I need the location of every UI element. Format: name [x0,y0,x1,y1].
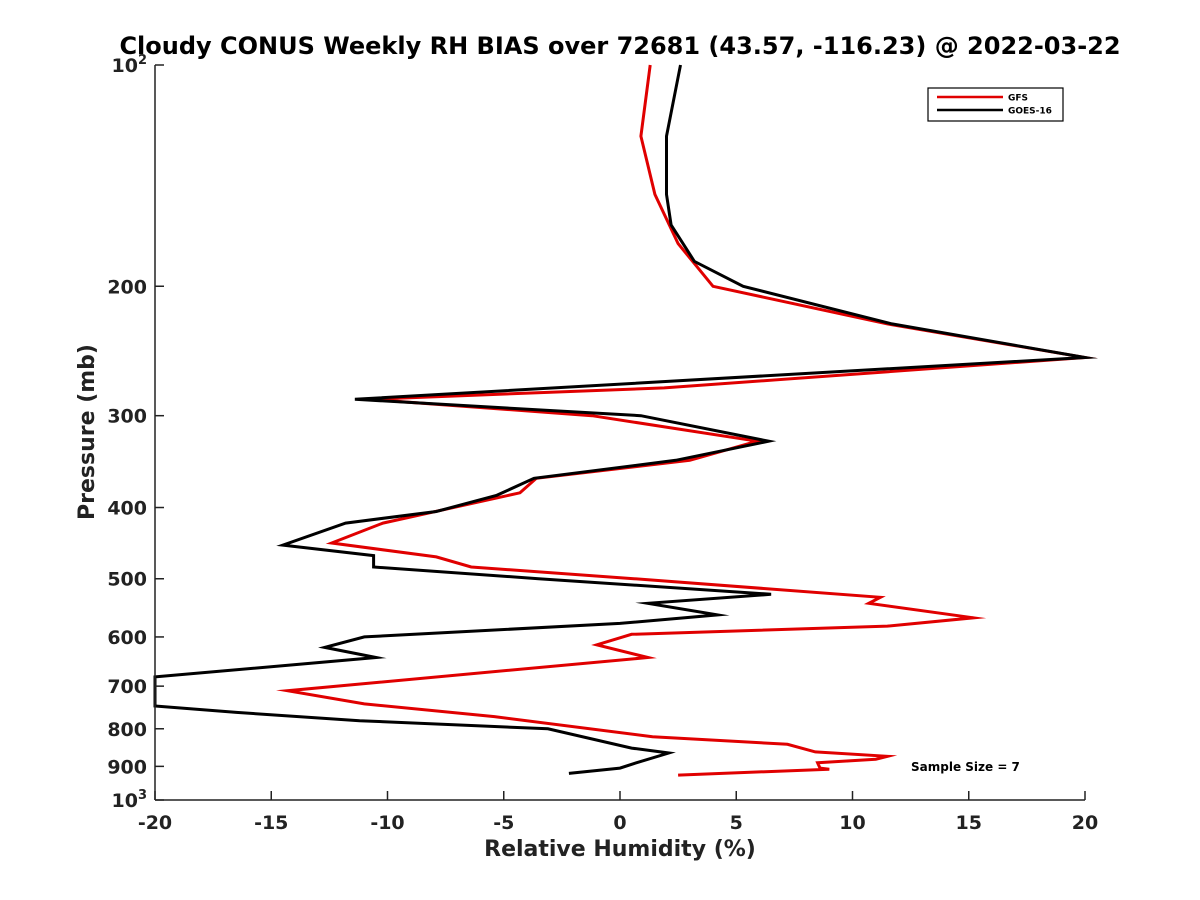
y-tick-label: 500 [107,569,147,591]
legend-box [927,87,1064,122]
x-tick-label: -5 [493,812,514,834]
x-tick-label: 10 [839,812,865,834]
x-tick-label: -20 [138,812,172,834]
legend-label: GOES-16 [1008,107,1052,117]
y-ticks: 102 200 300 400 500 600 700 800 900 103 [107,53,164,812]
x-tick-label: -15 [254,812,288,834]
y-tick-label: 400 [107,498,147,520]
chart-title: Cloudy CONUS Weekly RH BIAS over 72681 (… [119,32,1120,60]
x-axis-label: Relative Humidity (%) [484,837,756,862]
x-tick-label: 20 [1072,812,1098,834]
y-tick-label: 600 [107,627,147,649]
y-tick-label: 800 [107,719,147,741]
series-line-gfs [276,64,1098,777]
x-tick-label: -10 [370,812,404,834]
x-tick-label: 5 [730,812,743,834]
y-tick-label: 900 [107,756,147,778]
y-tick-label: 103 [112,788,148,812]
series-line-goes-16 [153,64,1099,775]
y-tick-label: 300 [107,406,147,428]
legend: GFS GOES-16 [927,87,1064,122]
legend-label: GFS [1008,94,1028,104]
sample-size-annotation: Sample Size = 7 [911,760,1020,774]
y-tick-label: 700 [107,676,147,698]
series-layer [153,64,1099,777]
y-tick-label: 200 [107,276,147,298]
y-tick-label: 102 [112,53,148,77]
y-axis-label: Pressure (mb) [75,344,100,520]
x-ticks: -20 -15 -10 -5 0 5 10 15 20 [138,791,1098,834]
x-tick-label: 15 [956,812,982,834]
x-tick-label: 0 [613,812,626,834]
